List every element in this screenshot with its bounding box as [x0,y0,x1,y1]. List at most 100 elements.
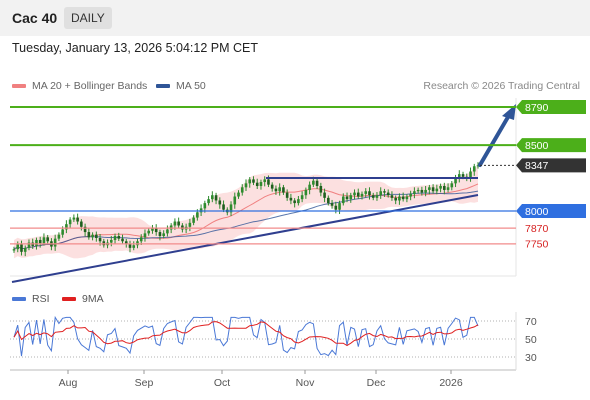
candle-body [312,180,315,185]
candle-body [72,217,76,220]
candle-body [147,230,151,234]
candle-body [65,224,68,230]
candle-body [76,217,79,222]
instrument-title: Cac 40 [12,10,58,26]
candle-body [154,228,158,233]
candle-body [274,188,278,192]
candle-body [35,239,38,246]
candle-body [95,234,98,238]
candle-body [199,208,203,213]
candle-body [20,244,23,252]
level-8000-tag [516,204,586,218]
legend-item-ma20: MA 20 + Bollinger Bands [12,80,147,92]
rsi-ma-swatch [62,297,76,301]
candle-body [461,174,465,177]
candle-body [383,191,386,193]
copyright-text: Research © 2026 Trading Central [423,80,580,92]
candle-body [424,189,427,193]
period-button[interactable]: DAILY [64,7,112,29]
rsi-tick-50: 50 [525,334,537,346]
candle-body [364,191,368,194]
candle-body [330,203,334,206]
candle-body [401,196,405,200]
candle-body [173,221,177,226]
candle-body [450,183,454,188]
candle-body [349,195,353,200]
rsi-legend-label: RSI [32,293,50,305]
candle-body [413,191,416,194]
candle-body [259,182,263,186]
candle-body [454,178,457,184]
bollinger-band [14,165,478,259]
candle-body [117,236,121,239]
candle-body [341,196,345,204]
candle-body [136,241,139,246]
candle-body [338,203,341,210]
candle-body [166,229,169,234]
level-8500-label: 8500 [525,140,549,152]
legend-item-ma50: MA 50 [156,80,206,92]
candle-body [386,192,390,196]
candle-body [188,222,192,227]
candle-body [476,165,480,167]
candle-body [203,203,207,209]
candle-body [405,196,409,200]
candle-body [57,234,61,239]
candle-body [109,239,113,243]
ma50-swatch [156,84,170,89]
x-tick-2026: 2026 [439,377,463,389]
candle-body [222,204,225,210]
candle-body [327,197,330,204]
candle-body [409,193,412,197]
candle-body [439,185,442,189]
level-8790-label: 8790 [525,102,549,114]
candle-body [233,196,237,205]
candle-body [293,200,296,204]
candle-body [420,189,424,193]
candle-body [428,187,431,190]
rsi-ma-legend-label: 9MA [82,293,104,305]
forecast-arrow-shaft [478,115,510,167]
candle-body [297,199,300,204]
candle-body [192,217,195,223]
candle-body [469,171,472,179]
candle-body [151,228,154,231]
candle-body [289,197,293,201]
candle-body [139,237,143,242]
candle-body [128,243,132,248]
x-tick-Sep: Sep [135,377,154,389]
candle-body [368,191,371,196]
legend-label-ma50: MA 50 [176,80,206,92]
candle-body [394,197,397,201]
level-7750-label: 7750 [525,239,549,251]
candle-body [304,189,308,196]
candle-body [218,200,222,205]
candle-body [248,179,252,184]
candle-body [360,193,364,197]
candle-body [113,236,117,240]
candle-body [379,191,383,196]
candle-body [319,185,323,193]
candle-body [356,192,360,197]
candle-body [390,195,394,198]
candle-body [12,249,16,251]
candle-body [278,187,281,192]
candle-body [300,195,304,200]
candle-body [252,179,255,183]
candle-body [87,232,91,238]
level-8000-label: 8000 [525,206,549,218]
candle-body [162,233,165,237]
rsi-ma-line [13,321,479,347]
candle-body [53,238,57,247]
candle-body [196,212,199,218]
candle-body [398,196,401,201]
rsi-swatch [12,297,26,301]
level-8347-label: 8347 [525,160,549,172]
rsi-tick-30: 30 [525,352,537,364]
level-8790-tag [516,100,586,114]
candle-body [23,247,27,252]
candle-body [80,221,83,227]
candle-body [27,242,31,248]
candle-body [143,233,147,238]
